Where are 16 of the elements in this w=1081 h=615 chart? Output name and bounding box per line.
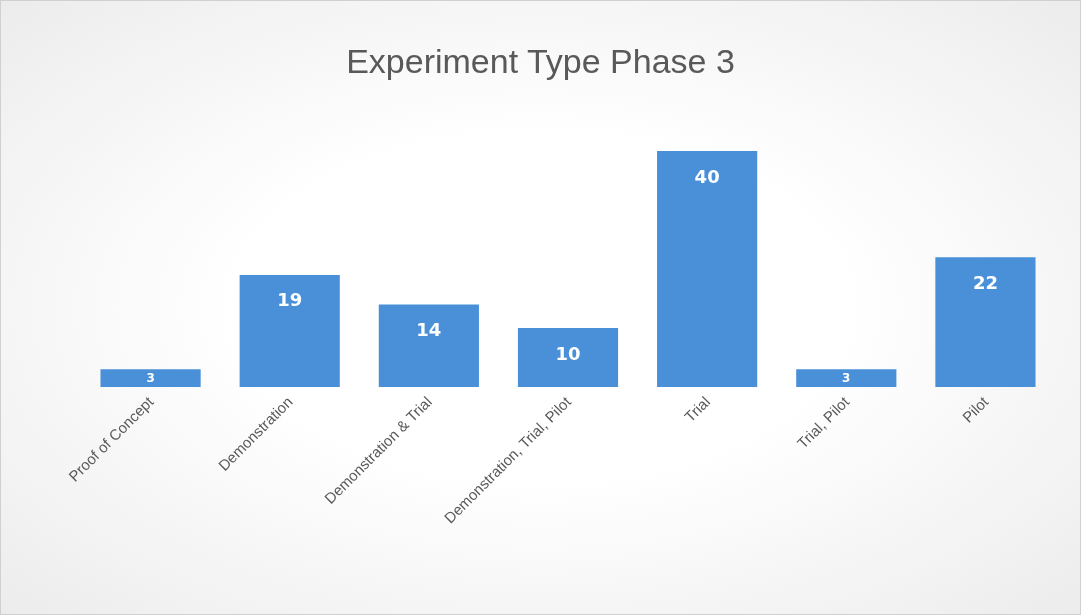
- data-label: 14: [416, 318, 442, 340]
- bar: [378, 304, 479, 387]
- x-tick-label: Trial: [680, 392, 714, 426]
- data-label: 3: [146, 371, 155, 386]
- data-label: 3: [842, 371, 851, 386]
- bar: [657, 151, 758, 387]
- chart-title: Experiment Type Phase 3: [346, 42, 735, 80]
- data-label: 40: [694, 165, 720, 187]
- data-label: 22: [972, 271, 998, 293]
- data-label: 10: [555, 342, 581, 364]
- bar: [239, 274, 340, 387]
- bar: [935, 257, 1036, 387]
- bar: [100, 369, 201, 387]
- bar: [517, 328, 619, 387]
- bar: [796, 369, 897, 387]
- data-label: 19: [277, 289, 303, 311]
